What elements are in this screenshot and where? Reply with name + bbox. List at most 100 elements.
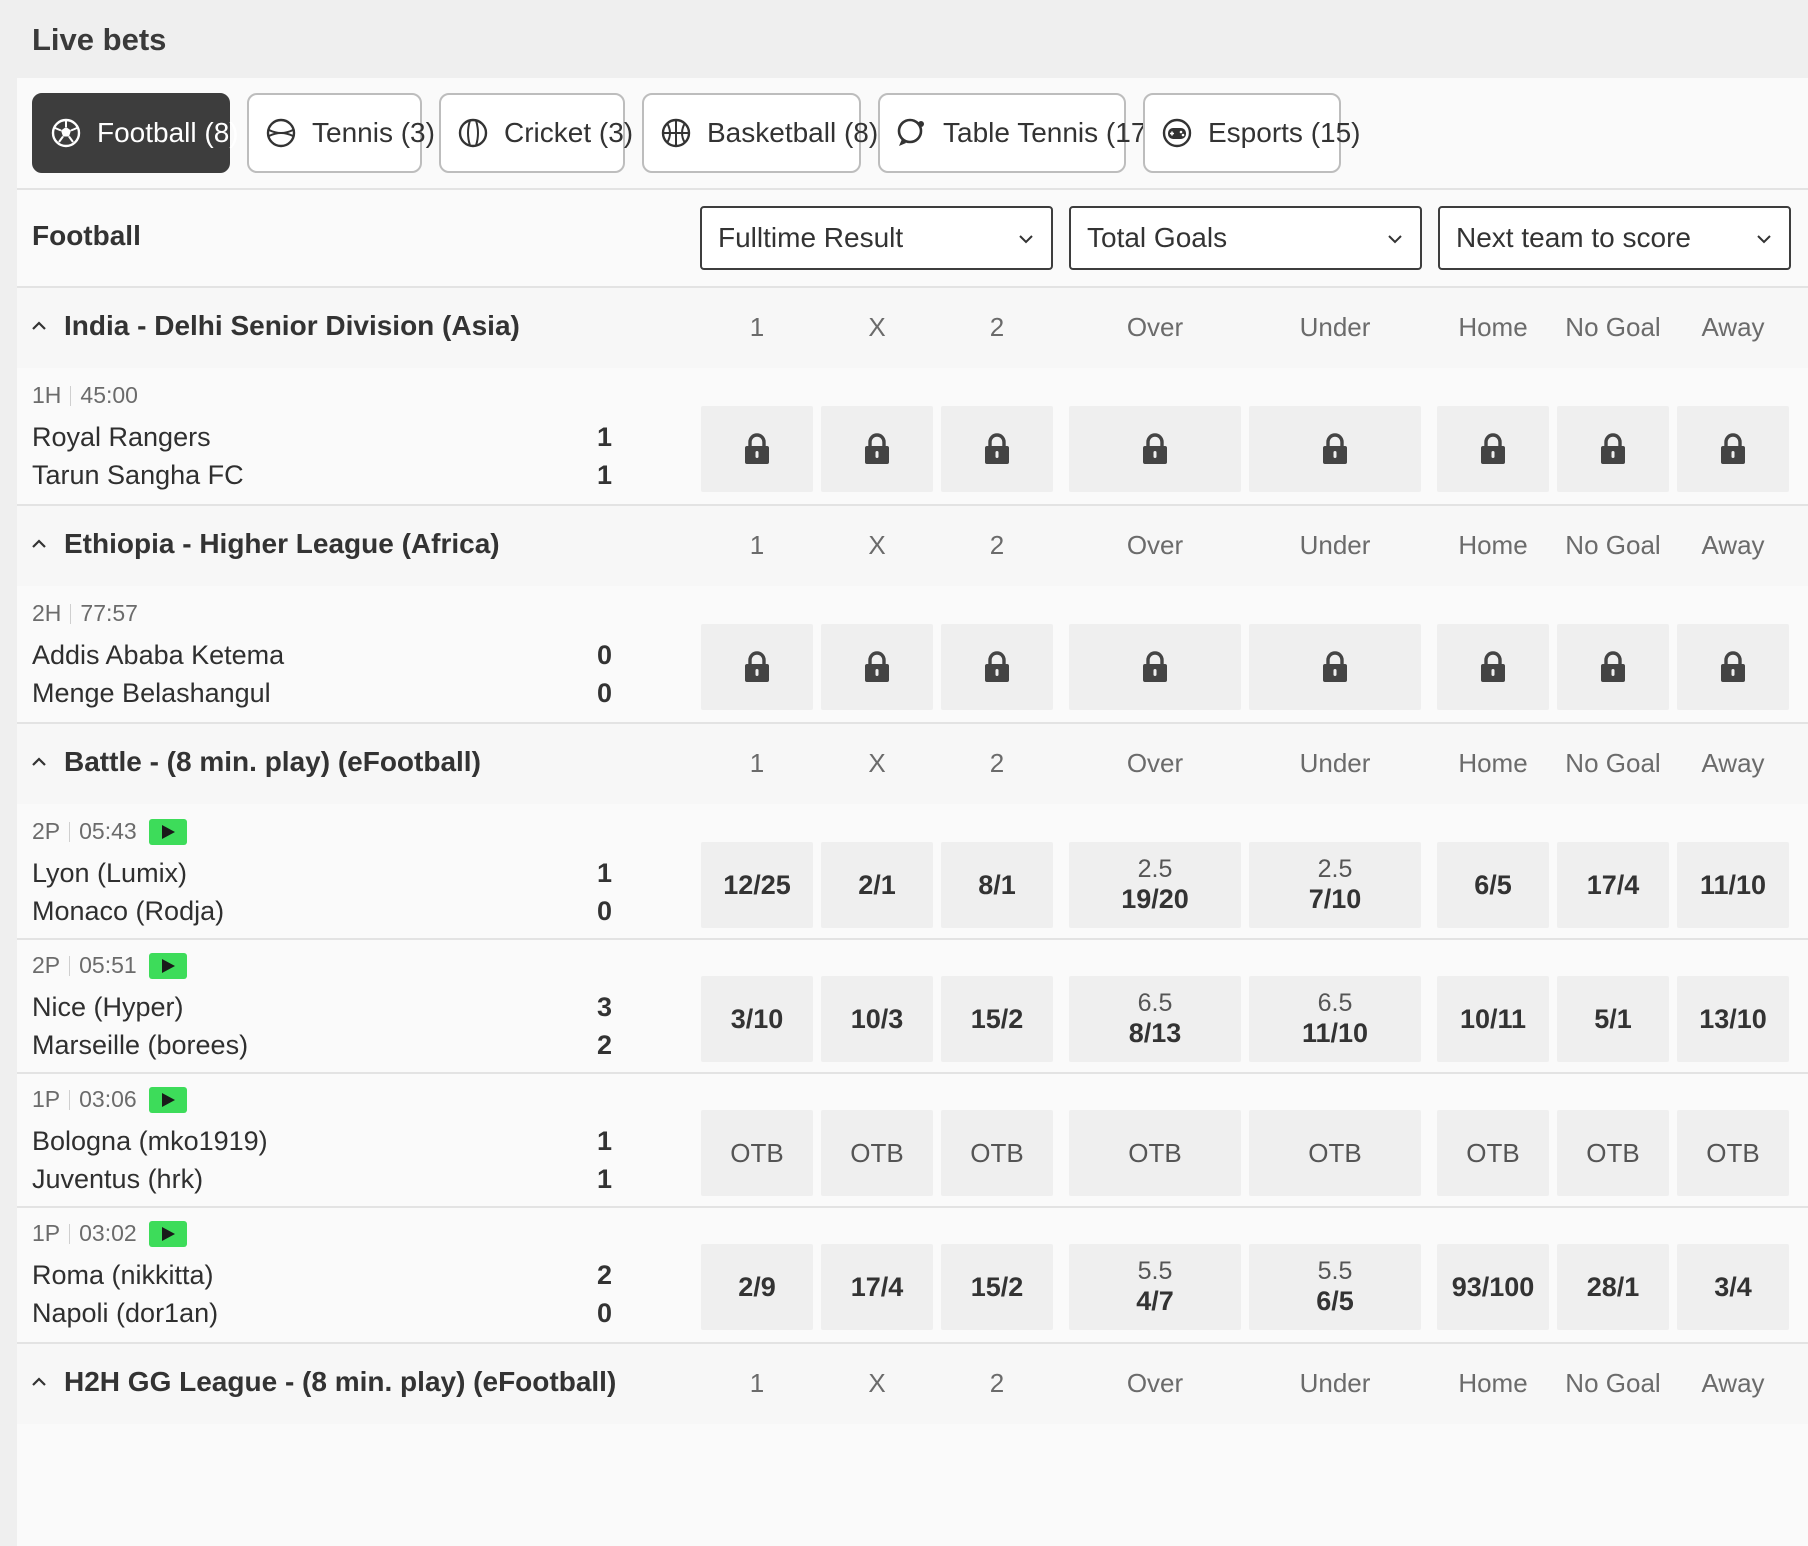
lock-icon — [865, 651, 889, 682]
odds-value: 6/5 — [1474, 869, 1512, 900]
away-team-name[interactable]: Monaco (Rodja) — [32, 896, 225, 926]
column-header: X — [868, 1368, 886, 1398]
match-time-value: 03:06 — [79, 1086, 137, 1112]
league-name[interactable]: Ethiopia - Higher League (Africa) — [64, 528, 500, 559]
home-team-name[interactable]: Addis Ababa Ketema — [32, 640, 285, 670]
home-team-name[interactable]: Roma (nikkitta) — [32, 1260, 214, 1290]
odds-cell[interactable]: OTB — [1069, 1110, 1241, 1196]
home-team-name[interactable]: Royal Rangers — [32, 422, 211, 452]
tab-esports[interactable]: Esports (15) — [1143, 93, 1361, 173]
odds-cell[interactable]: 8/1 — [941, 842, 1053, 928]
chevron-up-icon[interactable] — [29, 1372, 49, 1392]
lock-icon — [1481, 433, 1505, 464]
odds-value: 13/10 — [1699, 1003, 1767, 1034]
market-select-next-team-to-score[interactable]: Next team to score — [1438, 206, 1791, 270]
odds-cell — [941, 624, 1053, 710]
odds-cell[interactable]: 6.5 8/13 — [1069, 976, 1241, 1062]
odds-cell[interactable]: 6/5 — [1437, 842, 1549, 928]
odds-cell[interactable]: 2/1 — [821, 842, 933, 928]
odds-cell[interactable]: OTB — [1249, 1110, 1421, 1196]
odds-cell[interactable]: 2/9 — [701, 1244, 813, 1330]
odds-cell[interactable]: 15/2 — [941, 976, 1053, 1062]
match-period: 2P — [32, 818, 61, 844]
odds-cell[interactable]: OTB — [821, 1110, 933, 1196]
column-header: Away — [1701, 312, 1765, 342]
odds-cell[interactable]: 11/10 — [1677, 842, 1789, 928]
odds-cell[interactable]: 28/1 — [1557, 1244, 1669, 1330]
odds-cell[interactable]: OTB — [1437, 1110, 1549, 1196]
away-team-name[interactable]: Juventus (hrk) — [32, 1164, 204, 1194]
odds-cell[interactable]: 5/1 — [1557, 976, 1669, 1062]
away-team-name[interactable]: Tarun Sangha FC — [32, 460, 244, 490]
separator — [70, 385, 72, 406]
odds-cell[interactable]: 93/100 — [1437, 1244, 1549, 1330]
league-name[interactable]: India - Delhi Senior Division (Asia) — [64, 310, 520, 341]
odds-cell[interactable]: 13/10 — [1677, 976, 1789, 1062]
divider — [17, 1206, 1808, 1208]
odds-cell[interactable]: OTB — [941, 1110, 1053, 1196]
live-stream-button[interactable] — [148, 1086, 187, 1113]
tab-label: Football (8) — [97, 117, 239, 148]
odds-cell[interactable]: 10/3 — [821, 976, 933, 1062]
match-period: 2P — [32, 952, 61, 978]
odds-line: 2.5 — [1137, 855, 1173, 883]
column-header: Under — [1299, 530, 1371, 560]
divider — [17, 1342, 1808, 1344]
match-period: 1P — [32, 1086, 61, 1112]
match-clock: 2P 05:43 — [32, 818, 187, 845]
lock-icon — [985, 433, 1009, 464]
away-team-name[interactable]: Menge Belashangul — [32, 678, 271, 708]
odds-cell[interactable]: 17/4 — [1557, 842, 1669, 928]
tab-basketball[interactable]: Basketball (8) — [642, 93, 878, 173]
odds-cell[interactable]: 10/11 — [1437, 976, 1549, 1062]
odds-cell[interactable]: OTB — [1677, 1110, 1789, 1196]
tab-football[interactable]: Football (8) — [32, 93, 239, 173]
tab-cricket[interactable]: Cricket (3) — [439, 93, 633, 173]
lock-icon — [985, 651, 1009, 682]
column-header: 1 — [749, 312, 765, 342]
separator — [69, 1089, 71, 1110]
tab-tennis[interactable]: Tennis (3) — [247, 93, 435, 173]
odds-off-the-board: OTB — [730, 1137, 784, 1168]
league-name[interactable]: H2H GG League - (8 min. play) (eFootball… — [64, 1366, 617, 1397]
live-stream-button[interactable] — [148, 818, 187, 845]
odds-off-the-board: OTB — [1466, 1137, 1520, 1168]
odds-cell[interactable]: 2.5 7/10 — [1249, 842, 1421, 928]
odds-cell — [1557, 406, 1669, 492]
live-stream-button[interactable] — [148, 1220, 187, 1247]
home-team-name[interactable]: Nice (Hyper) — [32, 992, 184, 1022]
odds-cell[interactable]: 6.5 11/10 — [1249, 976, 1421, 1062]
play-icon — [161, 958, 175, 973]
home-score: 3 — [596, 992, 612, 1022]
odds-cell[interactable]: 3/10 — [701, 976, 813, 1062]
market-select-fulltime-result[interactable]: Fulltime Result — [700, 206, 1053, 270]
football-icon — [50, 117, 82, 149]
odds-cell[interactable]: 5.5 4/7 — [1069, 1244, 1241, 1330]
odds-value: 12/25 — [723, 869, 791, 900]
market-select-total-goals[interactable]: Total Goals — [1069, 206, 1422, 270]
home-team-name[interactable]: Lyon (Lumix) — [32, 858, 188, 888]
odds-cell[interactable]: 15/2 — [941, 1244, 1053, 1330]
odds-cell[interactable]: 5.5 6/5 — [1249, 1244, 1421, 1330]
match-time-value: 77:57 — [80, 600, 138, 626]
live-stream-button[interactable] — [148, 952, 187, 979]
table-tennis-icon — [896, 117, 928, 149]
chevron-up-icon[interactable] — [29, 534, 49, 554]
away-team-name[interactable]: Marseille (borees) — [32, 1030, 249, 1060]
chevron-up-icon[interactable] — [29, 752, 49, 772]
league-name[interactable]: Battle - (8 min. play) (eFootball) — [64, 746, 481, 777]
odds-cell[interactable]: 17/4 — [821, 1244, 933, 1330]
match-row: 2H 77:57 Addis Ababa Ketema Menge Belashang… — [17, 586, 1808, 739]
odds-cell[interactable]: 2.5 19/20 — [1069, 842, 1241, 928]
odds-off-the-board: OTB — [970, 1137, 1024, 1168]
tab-table-tennis[interactable]: Table Tennis (17) — [878, 93, 1156, 173]
odds-cell[interactable]: OTB — [701, 1110, 813, 1196]
chevron-up-icon[interactable] — [29, 316, 49, 336]
odds-cell[interactable]: OTB — [1557, 1110, 1669, 1196]
odds-cell[interactable]: 12/25 — [701, 842, 813, 928]
odds-cell[interactable]: 3/4 — [1677, 1244, 1789, 1330]
market-select-label: Next team to score — [1456, 222, 1691, 253]
home-team-name[interactable]: Bologna (mko1919) — [32, 1126, 268, 1156]
divider — [17, 286, 1808, 288]
away-team-name[interactable]: Napoli (dor1an) — [32, 1298, 219, 1328]
